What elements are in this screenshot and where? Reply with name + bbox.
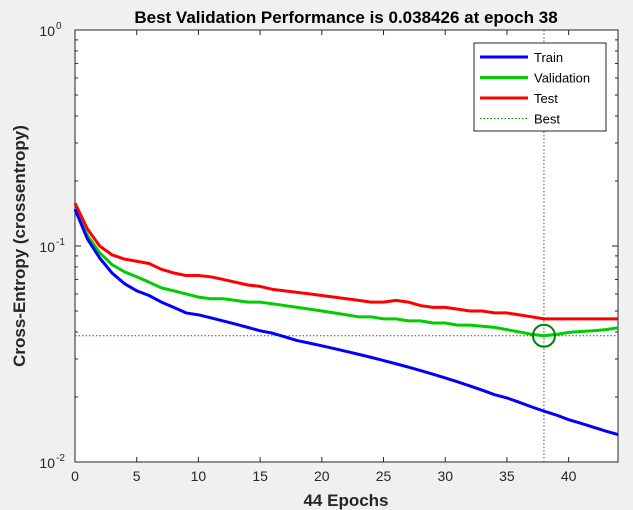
series-line-test — [73, 202, 618, 321]
x-tick-label: 10 — [191, 468, 207, 484]
x-tick-label: 0 — [71, 468, 79, 484]
legend: Train Validation Test Best — [473, 42, 607, 132]
legend-label-best: Best — [534, 112, 560, 127]
y-tick-label-exp: -1 — [56, 237, 65, 248]
y-tick-label-base: 10 — [39, 23, 55, 39]
x-axis-label: 44 Epochs — [303, 491, 388, 510]
x-tick-label: 25 — [376, 468, 392, 484]
y-tick-label-exp: -2 — [56, 453, 65, 464]
legend-label-validation: Validation — [534, 71, 590, 86]
y-tick-label-base: 10 — [39, 239, 55, 255]
x-tick-label: 15 — [252, 468, 268, 484]
series-line-train — [73, 208, 619, 436]
x-tick-label: 35 — [499, 468, 515, 484]
y-tick-label-base: 10 — [39, 455, 55, 471]
chart-title: Best Validation Performance is 0.038426 … — [134, 8, 557, 27]
x-tick-label: 5 — [133, 468, 141, 484]
legend-label-test: Test — [534, 91, 558, 106]
x-tick-label: 30 — [437, 468, 453, 484]
y-tick-label-exp: 0 — [56, 21, 62, 32]
plot-content — [73, 30, 619, 462]
best-point-marker — [531, 323, 556, 348]
series-line-validation — [73, 209, 619, 338]
x-tick-label: 40 — [561, 468, 577, 484]
x-tick-label: 20 — [314, 468, 330, 484]
y-axis-label: Cross-Entropy (crossentropy) — [10, 125, 29, 367]
legend-label-train: Train — [534, 50, 563, 65]
x-axis-ticks: 0 5 10 15 20 25 30 35 40 — [71, 30, 577, 484]
